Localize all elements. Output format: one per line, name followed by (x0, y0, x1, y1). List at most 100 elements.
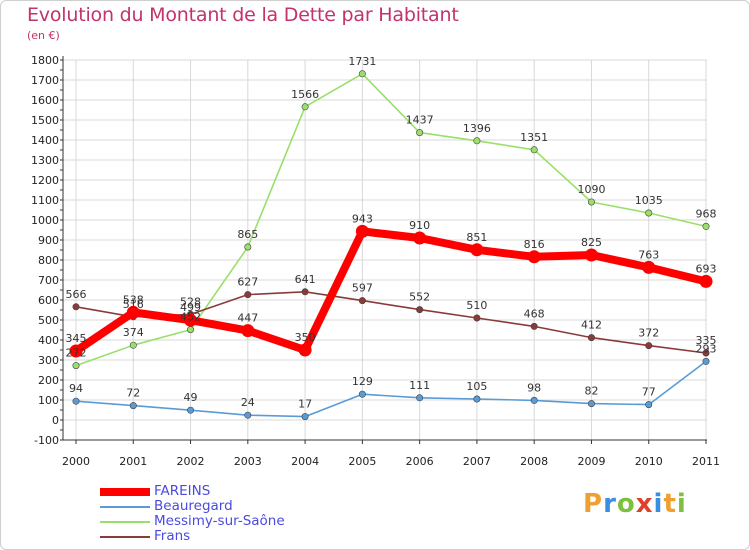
x-tick-2003: 2003 (234, 455, 262, 468)
legend: FAREINS Beauregard Messimy-sur-Saône Frans (100, 483, 360, 544)
y-tick-labels: -100 0 100 200 300 400 500 600 700 800 900 1000 1100… (31, 54, 59, 447)
point-messimy-sur-sa-ne-2010 (645, 209, 653, 217)
label-messimy-sur-sa-ne-2009: 1090 (577, 183, 605, 196)
point-messimy-sur-sa-ne-2000 (72, 362, 80, 370)
point-messimy-sur-sa-ne-2003 (244, 243, 252, 251)
axes (60, 56, 707, 444)
legend-label-frans: Frans (154, 528, 191, 544)
point-fareins-2010 (642, 260, 656, 274)
legend-swatch-beauregard (100, 506, 150, 508)
label-beauregard-2003: 24 (241, 396, 255, 409)
y-tick-900: 900 (38, 234, 59, 247)
label-fareins-2010: 763 (638, 248, 659, 261)
y-tick-700: 700 (38, 274, 59, 287)
y-tick-800: 800 (38, 254, 59, 267)
label-beauregard-2008: 98 (527, 381, 541, 394)
label-messimy-sur-sa-ne-2011: 968 (696, 207, 717, 220)
point-fareins-2008 (527, 250, 541, 264)
label-beauregard-2011: 293 (696, 342, 717, 355)
point-frans-2009 (587, 334, 595, 342)
legend-label-fareins: FAREINS (154, 483, 211, 499)
proxiti-logo: Proxiti (583, 489, 687, 519)
series-lines (69, 70, 713, 421)
logo-letter: i (676, 489, 687, 519)
label-messimy-sur-sa-ne-2000: 272 (66, 347, 87, 360)
label-fareins-2000: 345 (66, 332, 87, 345)
chart-subtitle: (en €) (27, 29, 60, 42)
y-tick-600: 600 (38, 294, 59, 307)
point-beauregard-2008 (530, 396, 538, 404)
chart-title: Evolution du Montant de la Dette par Hab… (27, 4, 459, 26)
series-line-fareins (73, 227, 707, 355)
point-beauregard-2001 (129, 402, 137, 410)
point-beauregard-2003 (244, 411, 252, 419)
legend-swatch-frans (100, 536, 150, 538)
x-tick-2010: 2010 (635, 455, 663, 468)
data-labels: 345 538 499 447 350 943 910 851 816 825 763 693 94 72… (66, 55, 717, 411)
label-frans-2002: 528 (180, 295, 201, 308)
point-frans-2010 (645, 342, 653, 350)
label-beauregard-2001: 72 (126, 387, 140, 400)
y-tick-0: 0 (52, 414, 59, 427)
label-messimy-sur-sa-ne-2007: 1396 (463, 122, 491, 135)
x-tick-2002: 2002 (177, 455, 205, 468)
label-fareins-2011: 693 (696, 262, 717, 275)
point-messimy-sur-sa-ne-2005 (358, 70, 366, 78)
label-beauregard-2009: 82 (584, 385, 598, 398)
point-fareins-2009 (584, 248, 598, 262)
label-frans-2008: 468 (524, 307, 545, 320)
point-fareins-2006 (413, 231, 427, 245)
y-tick-1300: 1300 (31, 154, 59, 167)
label-frans-2011: 335 (696, 334, 717, 347)
label-messimy-sur-sa-ne-2004: 1566 (291, 88, 319, 101)
label-frans-2010: 372 (638, 327, 659, 340)
y-tick-200: 200 (38, 374, 59, 387)
point-messimy-sur-sa-ne-2008 (530, 146, 538, 154)
x-tick-2000: 2000 (62, 455, 90, 468)
legend-item-fareins: FAREINS (100, 483, 360, 499)
label-fareins-2004: 350 (295, 331, 316, 344)
legend-item-frans: Frans (100, 528, 360, 544)
legend-item-messimy-sur-sa-ne: Messimy-sur-Saône (100, 513, 360, 529)
point-fareins-2002 (184, 313, 198, 327)
label-fareins-2007: 851 (466, 231, 487, 244)
point-beauregard-2006 (416, 394, 424, 402)
label-frans-2000: 566 (66, 288, 87, 301)
label-frans-2003: 627 (237, 276, 258, 289)
y-tick-1100: 1100 (31, 194, 59, 207)
label-messimy-sur-sa-ne-2002: 452 (180, 311, 201, 324)
point-frans-2003 (244, 291, 252, 299)
point-messimy-sur-sa-ne-2004 (301, 103, 309, 111)
y-tick-1700: 1700 (31, 74, 59, 87)
point-beauregard-2000 (72, 397, 80, 405)
legend-swatch-messimy-sur-sa-ne (100, 521, 150, 523)
x-tick-2004: 2004 (291, 455, 319, 468)
label-beauregard-2006: 111 (409, 379, 430, 392)
label-messimy-sur-sa-ne-2008: 1351 (520, 131, 548, 144)
y-tick-1800: 1800 (31, 54, 59, 67)
label-messimy-sur-sa-ne-2001: 374 (123, 326, 144, 339)
point-frans-2005 (358, 297, 366, 305)
point-messimy-sur-sa-ne-2009 (587, 198, 595, 206)
point-messimy-sur-sa-ne-2011 (702, 222, 710, 230)
label-fareins-2008: 816 (524, 238, 545, 251)
label-beauregard-2010: 77 (642, 386, 656, 399)
y-tick-400: 400 (38, 334, 59, 347)
label-beauregard-2005: 129 (352, 375, 373, 388)
series-line-frans (75, 290, 707, 354)
logo-letter: i (653, 489, 664, 519)
series-line-messimy-sur-sa-ne (75, 73, 707, 367)
label-beauregard-2007: 105 (466, 380, 487, 393)
point-frans-2000 (72, 303, 80, 311)
label-fareins-2006: 910 (409, 219, 430, 232)
x-tick-labels: 2000 2001 2002 2003 2004 2005 2006 2007 2008 2009… (62, 455, 720, 468)
label-frans-2007: 510 (466, 299, 487, 312)
legend-label-messimy-sur-sa-ne: Messimy-sur-Saône (154, 513, 285, 529)
y-tick-1400: 1400 (31, 134, 59, 147)
label-messimy-sur-sa-ne-2010: 1035 (635, 194, 663, 207)
point-fareins-2007 (470, 243, 484, 257)
label-fareins-2005: 943 (352, 212, 373, 225)
logo-letter: t (663, 489, 677, 519)
point-fareins-2004 (298, 343, 312, 357)
